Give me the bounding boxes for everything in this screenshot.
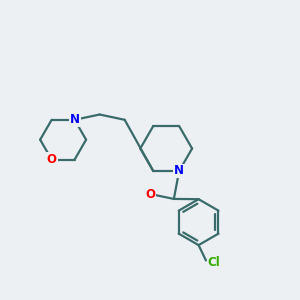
Text: N: N: [70, 113, 80, 126]
Text: N: N: [174, 164, 184, 178]
Text: Cl: Cl: [208, 256, 220, 269]
Text: O: O: [145, 188, 155, 201]
Text: O: O: [47, 153, 57, 166]
